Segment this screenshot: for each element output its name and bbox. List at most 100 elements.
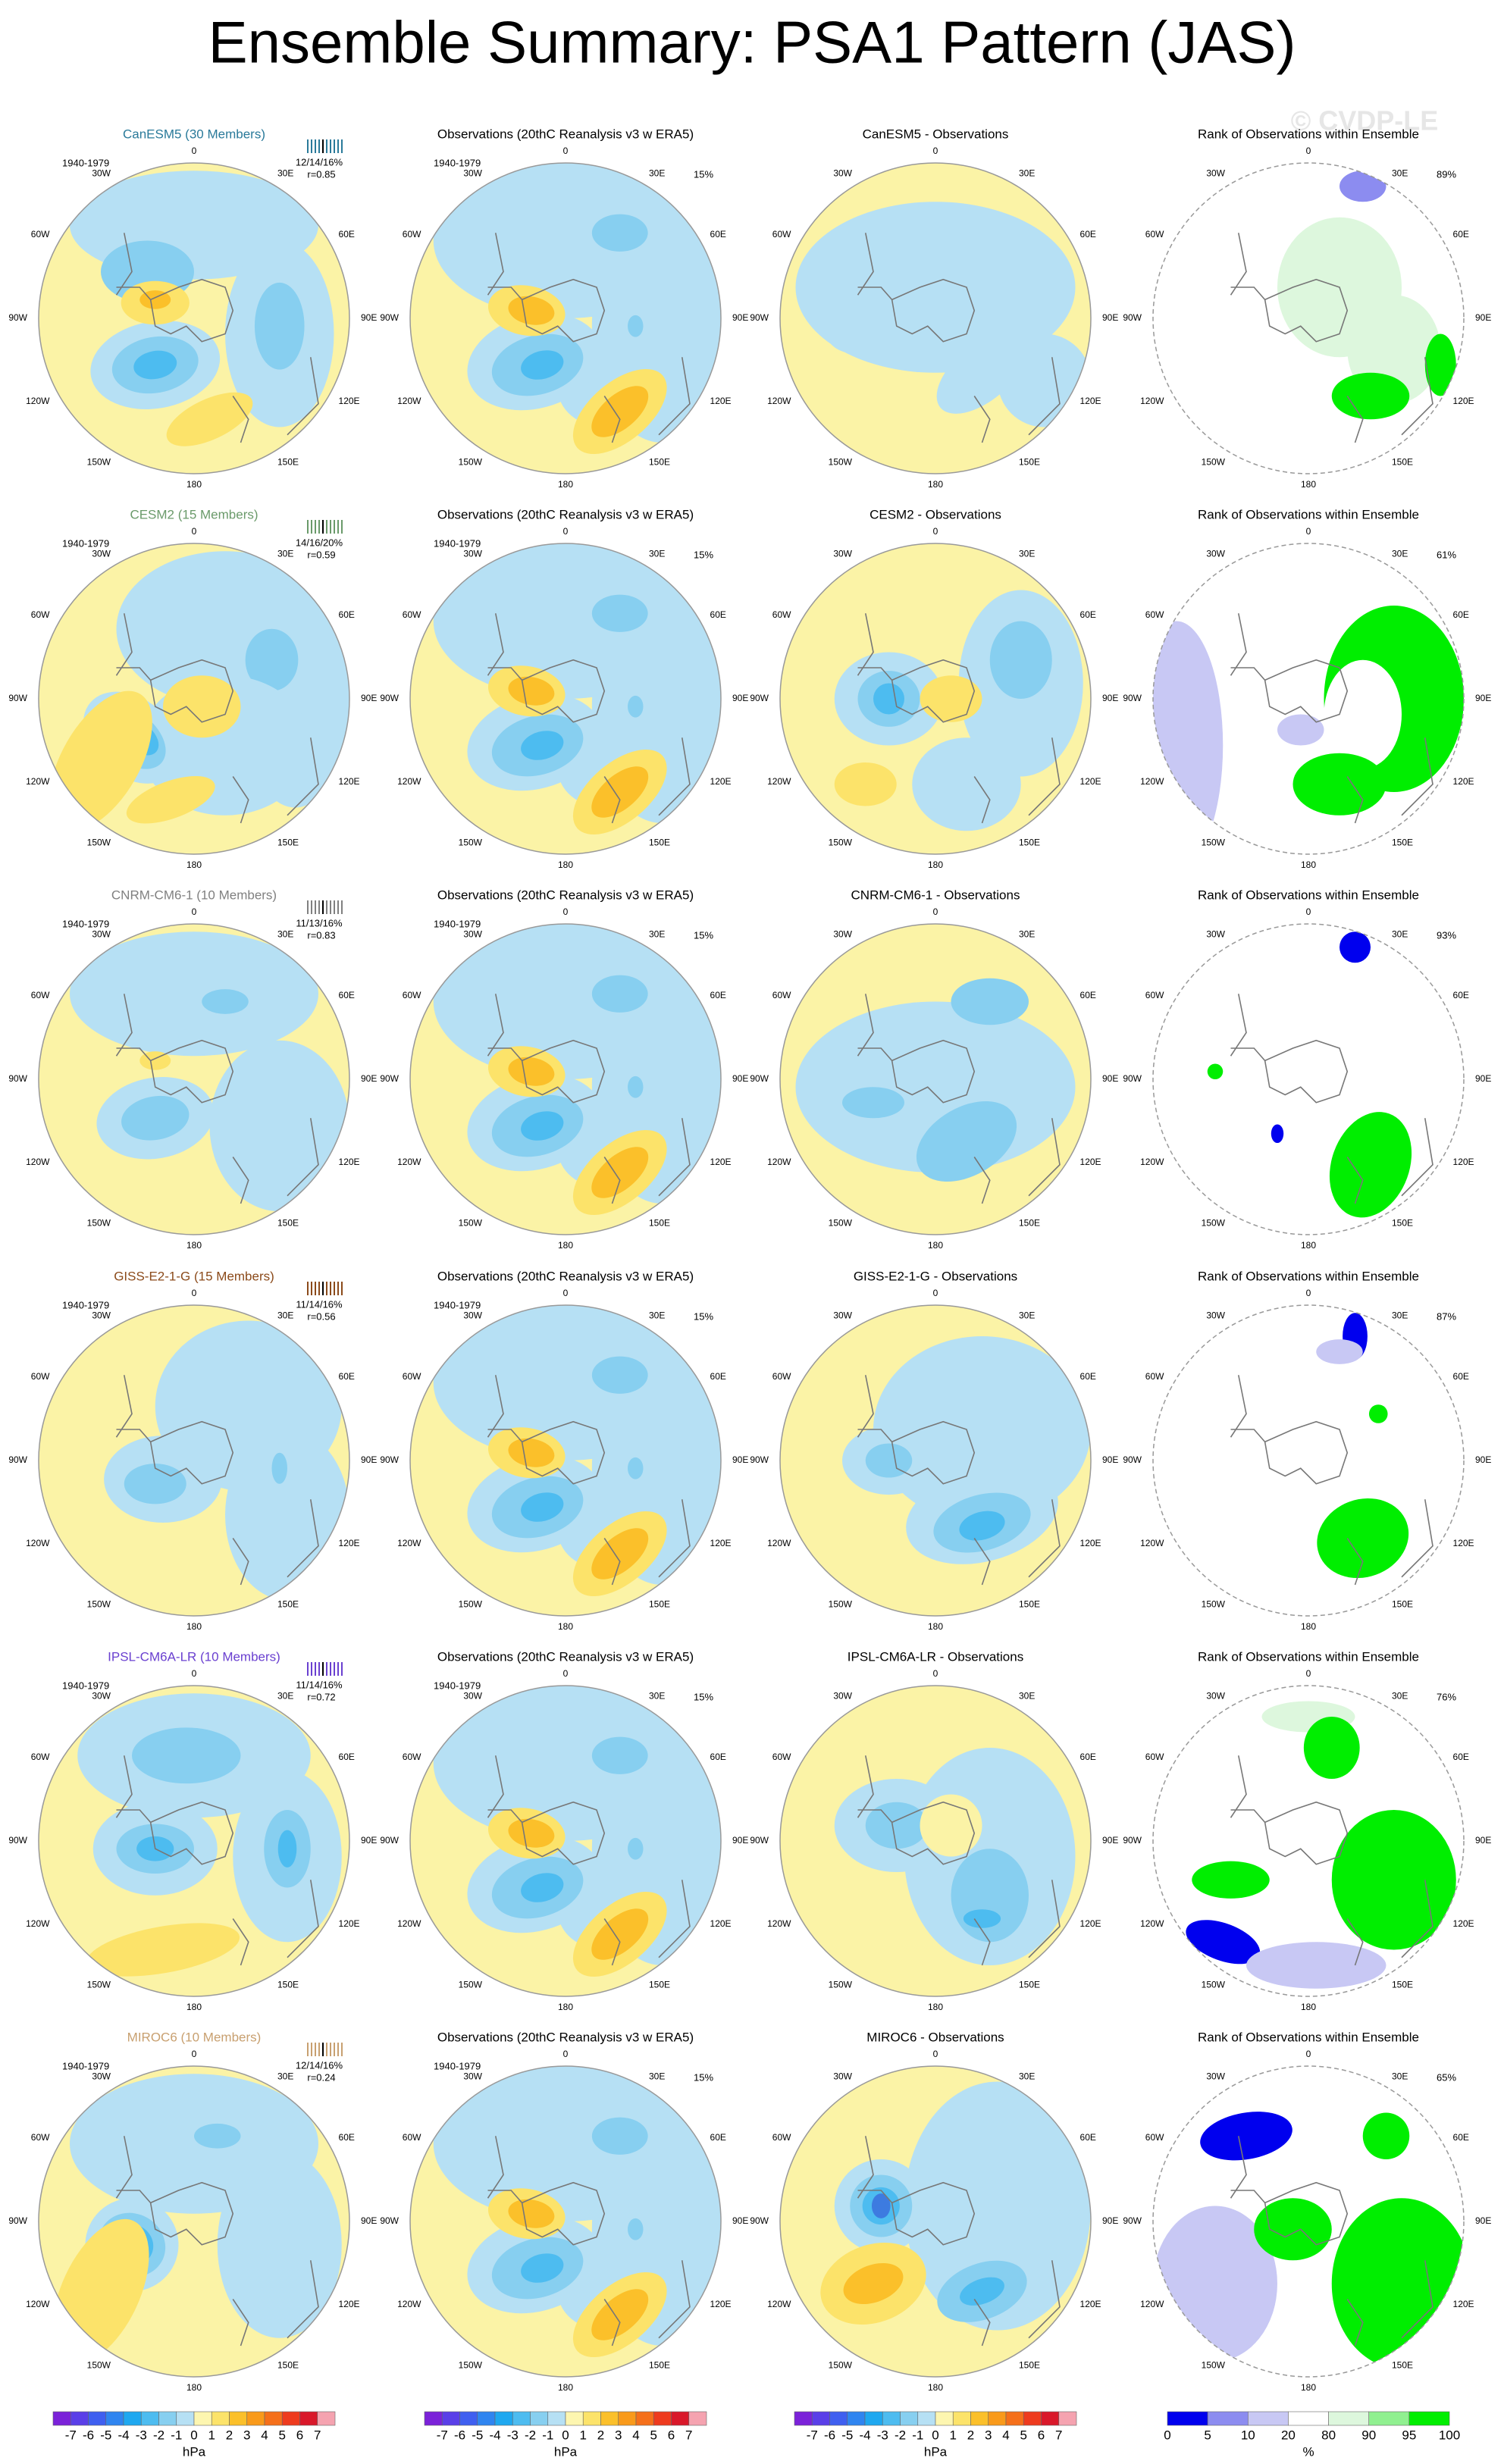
map-border — [779, 543, 1092, 855]
longitude-label: 120W — [397, 1157, 421, 1167]
longitude-label: 180 — [186, 2002, 202, 2012]
panel-title: Rank of Observations within Ensemble — [1198, 1269, 1419, 1283]
longitude-label: 30W — [1206, 168, 1225, 179]
map-panel — [39, 1305, 349, 1616]
colorbar-label: 6 — [668, 2428, 675, 2442]
colorbar-box — [1041, 2411, 1060, 2426]
longitude-label: 90W — [750, 1835, 769, 1846]
colorbar-label: 90 — [1361, 2428, 1376, 2442]
colorbar-label: -7 — [437, 2428, 448, 2442]
period-label: 1940-1979 — [434, 918, 481, 929]
longitude-label: 60W — [1145, 609, 1164, 620]
longitude-label: 0 — [1306, 146, 1311, 156]
longitude-label: 60E — [710, 1371, 726, 1382]
coastline — [857, 233, 1061, 443]
longitude-label: 0 — [933, 2049, 938, 2059]
longitude-label: 150E — [1392, 457, 1413, 468]
longitude-label: 90W — [1123, 1835, 1142, 1846]
colorbar-box — [158, 2411, 177, 2426]
field-contour — [591, 1147, 649, 1198]
field-contour — [1340, 171, 1386, 202]
longitude-label: 0 — [563, 146, 569, 156]
longitude-label: 90E — [1102, 1073, 1118, 1084]
longitude-label: 90E — [732, 312, 748, 323]
map-panel — [780, 1305, 1091, 1616]
panel-title: GISS-E2-1-G - Observations — [854, 1269, 1017, 1283]
longitude-label: 120E — [1453, 1918, 1474, 1929]
colorbar-box — [477, 2411, 496, 2426]
longitude-label: 120W — [397, 2299, 421, 2309]
longitude-label: 150E — [649, 838, 670, 848]
colorbar-box — [653, 2411, 672, 2426]
colorbar-box — [882, 2411, 901, 2426]
longitude-label: 120W — [397, 1538, 421, 1548]
longitude-label: 120E — [339, 396, 360, 406]
map-panel — [1153, 543, 1464, 854]
colorbar-label: 80 — [1321, 2428, 1336, 2442]
pattern-correlation: r=0.85 — [307, 168, 335, 180]
colorbar-label: 2 — [597, 2428, 604, 2442]
longitude-label: 90W — [8, 1454, 27, 1465]
longitude-label: 30E — [1392, 1691, 1408, 1702]
longitude-label: 30W — [463, 549, 482, 559]
field-contour — [591, 2289, 649, 2340]
longitude-label: 90E — [1102, 693, 1118, 703]
longitude-label: 90E — [361, 1454, 377, 1465]
colorbar-label: 0 — [562, 2428, 569, 2442]
field-contour — [591, 766, 649, 818]
longitude-label: 150W — [459, 2360, 483, 2371]
longitude-label: 180 — [558, 1621, 573, 1632]
map-border — [38, 1685, 350, 1997]
longitude-label: 0 — [1306, 1288, 1311, 1298]
longitude-label: 90W — [1123, 693, 1142, 703]
colorbar-box — [1058, 2411, 1077, 2426]
map-panel — [1153, 2066, 1464, 2377]
longitude-label: 30E — [277, 2071, 293, 2082]
longitude-label: 90E — [732, 693, 748, 703]
map-panel — [1153, 1305, 1464, 1616]
longitude-label: 0 — [933, 1668, 938, 1679]
map-panel — [410, 543, 721, 854]
pattern-stats: 11/13/16% — [296, 917, 343, 928]
colorbar-box — [1368, 2411, 1410, 2426]
longitude-label: 30W — [1206, 1310, 1225, 1321]
map-border — [1152, 1685, 1465, 1997]
coastline — [1230, 1375, 1434, 1586]
colorbar-box — [88, 2411, 107, 2426]
map-background — [1153, 924, 1464, 1235]
longitude-label: 120E — [339, 2299, 360, 2309]
field-contour — [121, 1095, 190, 1141]
field-contour — [508, 296, 555, 325]
longitude-label: 180 — [186, 859, 202, 870]
colorbar-box — [459, 2411, 478, 2426]
colorbar-label: 1 — [950, 2428, 957, 2442]
longitude-label: 150W — [459, 1599, 483, 1610]
field-contour — [1424, 333, 1456, 396]
colorbar-box — [635, 2411, 654, 2426]
map-border — [1152, 923, 1465, 1235]
longitude-label: 60E — [1453, 990, 1469, 1000]
longitude-label: 0 — [933, 906, 938, 917]
longitude-label: 120W — [26, 1538, 50, 1548]
colorbar-box — [52, 2411, 71, 2426]
longitude-label: 120W — [26, 776, 50, 787]
longitude-label: 120E — [1080, 2299, 1101, 2309]
longitude-label: 150W — [87, 1599, 111, 1610]
map-border — [38, 1304, 350, 1617]
longitude-label: 60E — [710, 990, 726, 1000]
longitude-label: 150W — [87, 1218, 111, 1229]
map-panel — [39, 163, 349, 474]
longitude-label: 90E — [361, 693, 377, 703]
map-border — [409, 543, 722, 855]
field-contour — [865, 1443, 913, 1478]
field-contour — [521, 1492, 564, 1522]
panel-title: MIROC6 (10 Members) — [127, 2030, 262, 2044]
rank-percent: 76% — [1437, 1691, 1456, 1702]
coastline — [487, 994, 691, 1204]
longitude-label: 150W — [1202, 1980, 1226, 1990]
longitude-label: 90W — [750, 693, 769, 703]
longitude-label: 180 — [928, 1240, 943, 1251]
map-panel — [1153, 924, 1464, 1235]
map-border — [38, 923, 350, 1235]
longitude-label: 60E — [339, 229, 355, 240]
